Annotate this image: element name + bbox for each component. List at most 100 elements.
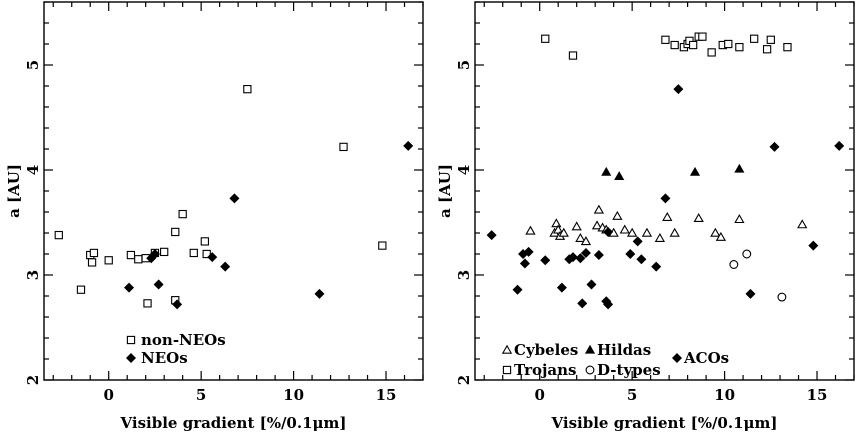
legend-marker (126, 335, 136, 345)
left-panel: 0 5 10 15 2 3 4 5 Visible gradient [%/0.1μm] a [A… (5, 1, 424, 432)
data-point (220, 261, 231, 272)
data-point (612, 210, 623, 220)
data-point (593, 204, 605, 214)
data-point (202, 249, 211, 259)
legend-marker (671, 352, 683, 364)
legend-entry: Hildas (584, 341, 651, 359)
data-point (87, 258, 97, 267)
data-point (229, 193, 240, 204)
x-tick-label: 0 (534, 386, 544, 404)
data-point (729, 260, 739, 269)
plot-frame (474, 1, 855, 381)
data-point (126, 250, 136, 260)
data-point (519, 258, 530, 269)
data-point (625, 248, 636, 260)
data-point (541, 34, 550, 43)
series-trojans (541, 32, 792, 60)
y-tick-label: 3 (24, 270, 42, 280)
data-point (735, 42, 744, 52)
data-point (525, 225, 536, 235)
data-point (710, 227, 721, 237)
data-point (586, 279, 597, 290)
y-tick-label: 4 (455, 165, 473, 175)
data-point (769, 141, 780, 152)
x-tick-label: 15 (807, 386, 828, 404)
x-tick-label: 5 (196, 386, 206, 404)
data-point (486, 230, 497, 241)
data-point (591, 220, 603, 230)
data-point (641, 227, 653, 237)
data-point (742, 249, 752, 259)
y-tick-label: 5 (24, 60, 42, 70)
x-tick-label: 10 (714, 386, 735, 404)
data-point (160, 247, 169, 257)
data-point (734, 214, 745, 224)
data-point (580, 236, 592, 246)
data-point (571, 221, 582, 231)
data-point (104, 256, 113, 265)
data-point (558, 227, 569, 237)
plot-frame (43, 1, 424, 381)
y-axis-label: a [AU] (5, 164, 23, 218)
data-point (603, 226, 614, 237)
series-hildas (601, 163, 745, 180)
data-point (339, 142, 348, 152)
legend-marker (125, 352, 137, 364)
data-point (783, 42, 792, 52)
data-point (715, 231, 727, 241)
y-tick-label: 4 (24, 165, 42, 175)
data-point (207, 252, 218, 263)
series-neos (124, 140, 414, 310)
data-point (403, 140, 414, 151)
y-tick-label: 2 (24, 375, 42, 385)
legend-entry: D-types (585, 361, 661, 379)
data-point (651, 261, 662, 272)
data-point (512, 284, 523, 295)
series-non-neos (54, 85, 387, 308)
data-point (619, 224, 630, 234)
legend-marker (585, 365, 595, 375)
data-point (693, 212, 704, 222)
legend-label: D-types (597, 361, 661, 379)
data-point (750, 34, 759, 43)
data-point (662, 211, 673, 221)
data-point (593, 250, 604, 261)
data-point (698, 32, 707, 41)
data-point (568, 51, 578, 60)
legend-label: Cybeles (514, 341, 578, 359)
right-panel: 0 5 10 15 2 3 4 5 Visible gradient [%/0.1μm] a [A… (436, 1, 855, 432)
x-tick-label: 10 (283, 386, 304, 404)
data-point (626, 227, 638, 237)
data-point (670, 40, 679, 50)
data-point (654, 232, 666, 242)
data-point (189, 248, 198, 258)
data-point (76, 285, 86, 294)
data-point (243, 85, 252, 94)
x-tick-label: 0 (103, 386, 113, 404)
data-point (834, 140, 845, 151)
y-tick-label: 3 (455, 270, 473, 280)
legend-entry: ACOs (671, 349, 729, 367)
data-point (632, 236, 643, 247)
y-tick-label: 5 (455, 60, 473, 70)
data-point (745, 288, 756, 299)
y-axis-label: a [AU] (436, 164, 454, 218)
data-point (614, 171, 625, 180)
data-point (124, 282, 135, 293)
data-point (567, 252, 578, 263)
data-point (661, 35, 670, 44)
data-point (797, 219, 808, 229)
data-point (673, 84, 684, 95)
data-point (808, 240, 819, 251)
x-axis-label: Visible gradient [%/0.1μm] (551, 414, 778, 432)
data-point (200, 237, 209, 246)
x-axis-label: Visible gradient [%/0.1μm] (120, 414, 347, 432)
data-point (143, 299, 152, 308)
data-point (540, 255, 551, 266)
legend-label: NEOs (141, 349, 188, 367)
data-point (314, 288, 325, 299)
data-point (149, 248, 160, 260)
legend-label: non-NEOs (141, 331, 226, 349)
